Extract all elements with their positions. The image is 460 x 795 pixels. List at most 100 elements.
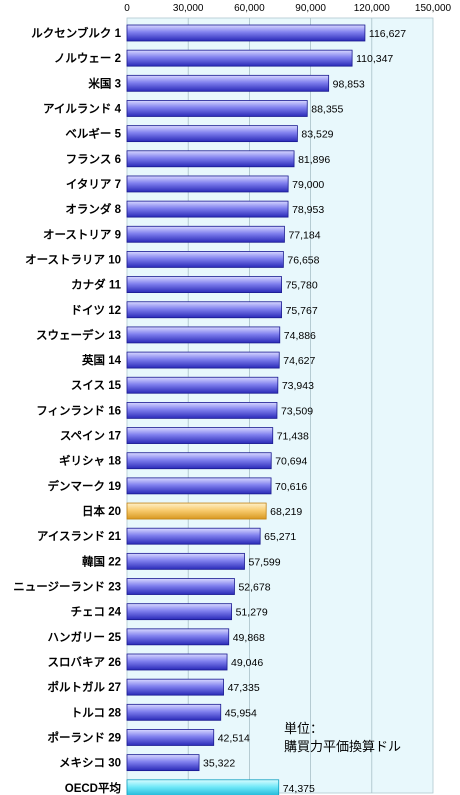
value-label: 98,853 (333, 78, 365, 90)
category-label: アイルランド 4 (43, 102, 122, 115)
category-label: イタリア 7 (66, 177, 121, 191)
category-label: ニュージーランド 23 (13, 581, 121, 594)
bars (126, 24, 366, 795)
bar (126, 527, 261, 545)
bar (126, 779, 280, 795)
category-label: ギリシャ 18 (59, 454, 122, 468)
value-label: 74,627 (283, 355, 315, 367)
bar (126, 552, 245, 570)
bar (126, 401, 278, 419)
category-label: ポーランド 29 (48, 730, 122, 744)
bar (126, 150, 295, 168)
value-label: 73,943 (282, 380, 314, 392)
bar (126, 653, 228, 671)
category-label: トルコ 28 (71, 706, 122, 719)
value-label: 71,438 (277, 431, 309, 443)
value-label: 116,627 (369, 28, 406, 40)
value-label: 49,046 (231, 657, 263, 669)
bar (126, 477, 272, 495)
category-labels: ルクセンブルク 1 ノルウェー 2 米国 3 アイルランド 4 ベルギー 5 フランス 6… (13, 26, 121, 795)
bar (126, 502, 267, 520)
value-label: 42,514 (218, 732, 250, 744)
value-label: 78,953 (292, 204, 324, 216)
value-label: 45,954 (225, 707, 257, 719)
category-label: ノルウェー 2 (54, 52, 121, 65)
category-label: スロバキア 26 (48, 656, 122, 669)
bar (126, 74, 330, 92)
value-labels: 116,627 110,347 98,853 88,355 83,529 81,896 79… (203, 28, 406, 795)
bar (126, 427, 274, 444)
category-label: ベルギー 5 (65, 127, 121, 141)
value-label: 75,767 (286, 305, 318, 317)
bar (126, 251, 284, 268)
category-label: ドイツ 12 (71, 304, 122, 317)
category-label: スイス 15 (71, 379, 122, 392)
bar (126, 276, 282, 294)
x-tick-label: 90,000 (295, 3, 326, 14)
category-label: カナダ 11 (71, 278, 121, 292)
value-label: 77,184 (288, 229, 320, 241)
value-label: 51,279 (236, 607, 268, 619)
category-label: 韓国 22 (82, 554, 121, 568)
category-label: オーストラリア 10 (25, 253, 121, 266)
category-label: アイスランド 21 (37, 530, 122, 543)
bar (126, 225, 285, 243)
value-label: 110,347 (356, 53, 393, 65)
category-label: チェコ 24 (71, 606, 122, 619)
bar (126, 351, 280, 369)
bar (126, 326, 281, 344)
unit-note-line-2: 購買力平価換算ドル (284, 739, 401, 754)
value-label: 70,694 (275, 456, 307, 468)
x-axis-ticks: 0 30,000 60,000 90,000 120,000 150,000 (124, 3, 451, 14)
category-label: OECD平均 (65, 781, 121, 795)
category-label: 英国 14 (81, 353, 122, 367)
value-label: 74,886 (284, 330, 316, 342)
value-label: 75,780 (286, 280, 318, 292)
bar (126, 125, 298, 143)
category-label: 米国 3 (87, 76, 121, 90)
category-label: オランダ 8 (65, 202, 121, 216)
bar (126, 175, 289, 193)
bar (126, 301, 282, 319)
value-label: 35,322 (203, 758, 235, 770)
category-label: フィンランド 16 (36, 404, 121, 417)
bar (126, 49, 353, 67)
bar (126, 24, 366, 42)
x-tick-label: 150,000 (415, 3, 452, 14)
x-tick-label: 0 (124, 3, 130, 14)
bar (126, 703, 222, 721)
category-label: ルクセンブルク 1 (31, 26, 121, 40)
category-label: フランス 6 (66, 153, 121, 166)
x-tick-label: 120,000 (354, 3, 391, 14)
value-label: 57,599 (249, 556, 281, 568)
x-tick-label: 30,000 (173, 3, 204, 14)
value-label: 73,509 (281, 405, 313, 417)
value-label: 88,355 (311, 103, 343, 115)
bar (126, 754, 200, 772)
value-label: 49,868 (233, 632, 265, 644)
bar (126, 100, 308, 117)
category-label: デンマーク 19 (48, 479, 122, 493)
value-label: 81,896 (298, 154, 330, 166)
category-label: メキシコ 30 (59, 757, 121, 770)
value-label: 65,271 (264, 531, 296, 543)
bar (126, 603, 233, 621)
x-tick-label: 60,000 (234, 3, 265, 14)
unit-note-line-1: 単位： (284, 721, 323, 736)
category-label: スペイン 17 (60, 430, 121, 443)
bar (126, 200, 289, 218)
value-label: 76,658 (287, 254, 319, 266)
category-label: スウェーデン 13 (36, 328, 121, 342)
value-label: 68,219 (270, 506, 302, 518)
value-label: 83,529 (301, 129, 333, 141)
bar (126, 578, 235, 595)
value-label: 74,375 (283, 783, 315, 795)
value-label: 47,335 (228, 682, 260, 694)
value-label: 70,616 (275, 481, 307, 493)
value-label: 52,678 (238, 582, 270, 594)
bar (126, 729, 215, 746)
category-label: ポルトガル 27 (48, 680, 122, 694)
bar (126, 452, 272, 470)
bar (126, 628, 230, 646)
